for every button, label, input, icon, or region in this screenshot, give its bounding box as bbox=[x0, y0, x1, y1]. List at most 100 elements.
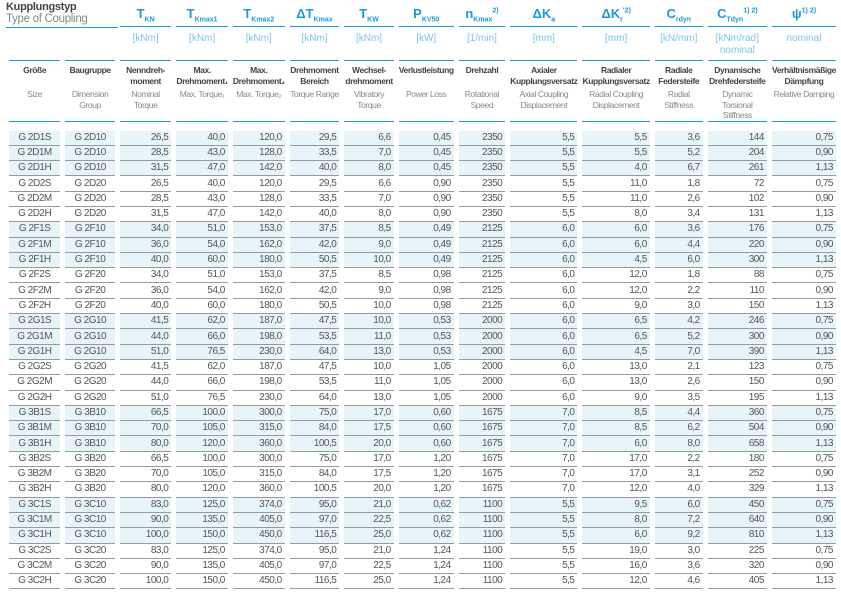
table-cell: 6,0 bbox=[654, 497, 703, 513]
table-cell: 4,0 bbox=[582, 161, 650, 177]
table-cell: 29,5 bbox=[289, 176, 340, 192]
table-cell: 25,0 bbox=[344, 528, 394, 544]
table-cell: G 3B20 bbox=[65, 467, 115, 483]
column-symbol: PKV50 bbox=[398, 0, 454, 27]
symbol: T bbox=[186, 6, 195, 21]
table-row: G 2G1H G 2G10 51,0 76,5 230,0 64,0 13,0 0,53 200… bbox=[9, 344, 836, 360]
table-row: G 2F2H G 2F20 40,0 60,0 180,0 50,5 10,0 0,98 212… bbox=[9, 299, 836, 315]
table-cell: 0,62 bbox=[398, 528, 454, 544]
table-cell: 0,75 bbox=[771, 314, 836, 330]
symbol-subscript: KN bbox=[144, 16, 155, 24]
table-cell: G 2G2H bbox=[9, 391, 61, 406]
table-cell: 0,98 bbox=[398, 283, 454, 299]
table-cell: 7,0 bbox=[344, 192, 394, 207]
table-cell: G 2F10 bbox=[65, 222, 115, 238]
table-cell: 405,0 bbox=[232, 559, 285, 575]
table-cell: G 2F1H bbox=[9, 252, 61, 269]
table-cell: 19,0 bbox=[582, 544, 650, 559]
table-cell: 1100 bbox=[458, 574, 506, 590]
table-cell: 123 bbox=[707, 360, 767, 376]
table-cell: 76,5 bbox=[176, 391, 228, 406]
table-cell: 76,5 bbox=[176, 344, 228, 360]
table-cell: 2125 bbox=[458, 222, 506, 238]
table-cell: 51,0 bbox=[119, 344, 172, 360]
footnote-ref: 1) 2) bbox=[743, 7, 758, 15]
table-cell: 2350 bbox=[458, 161, 506, 177]
column-unit: [kNm] bbox=[119, 27, 172, 61]
coupling-data-table: TKN TKmax1 TKmax2 ΔTKmax TKW PKV50 nKmax2) ΔKa Δ… bbox=[4, 0, 841, 590]
symbol-subscript: Kmax2 bbox=[251, 16, 275, 24]
table-row: G 2G1M G 2G10 44,0 66,0 198,0 53,5 11,0 0,53 200… bbox=[9, 329, 836, 345]
symbol-subscript: rdyn bbox=[675, 16, 692, 24]
table-cell: 66,0 bbox=[176, 375, 228, 391]
table-cell: 20,0 bbox=[344, 436, 394, 452]
table-cell: 374,0 bbox=[232, 544, 285, 559]
table-cell: 142,0 bbox=[232, 161, 285, 177]
table-row: G 2G1S G 2G10 41,5 62,0 187,0 47,5 10,0 0,53 200… bbox=[9, 314, 836, 330]
table-cell: 6,0 bbox=[510, 237, 578, 253]
table-cell: 0,90 bbox=[771, 467, 836, 483]
table-cell: 180,0 bbox=[232, 299, 285, 315]
column-symbol: TKmax2 bbox=[232, 0, 285, 27]
table-cell: 144 bbox=[707, 130, 767, 146]
table-cell: 1,13 bbox=[771, 391, 836, 406]
header-english: Rotational Speed bbox=[464, 89, 500, 110]
table-cell: 28,5 bbox=[119, 145, 172, 162]
table-cell: 6,0 bbox=[654, 252, 703, 269]
column-unit: [kNm] bbox=[289, 27, 340, 61]
table-cell: 2350 bbox=[458, 130, 506, 146]
table-cell: 135,0 bbox=[176, 559, 228, 575]
table-cell: 198,0 bbox=[232, 375, 285, 391]
table-cell: 1675 bbox=[458, 421, 506, 437]
table-cell: 6,6 bbox=[344, 176, 394, 192]
table-cell: 153,0 bbox=[232, 268, 285, 284]
table-cell: G 2G1M bbox=[9, 329, 61, 345]
table-cell: G 2F2M bbox=[9, 283, 61, 299]
table-cell: 6,0 bbox=[510, 360, 578, 376]
table-cell: 60,0 bbox=[176, 252, 228, 269]
header-english: Power Loss bbox=[406, 89, 447, 99]
table-cell: 10,0 bbox=[344, 252, 394, 269]
table-cell: 2350 bbox=[458, 207, 506, 223]
table-cell: G 2D2M bbox=[9, 192, 61, 207]
table-cell: 125,0 bbox=[176, 544, 228, 559]
table-cell: 40,0 bbox=[289, 161, 340, 177]
header-german: Axialer Kupplungsversatz bbox=[510, 65, 578, 86]
column-unit: [mm] bbox=[582, 27, 650, 61]
table-cell: 6,0 bbox=[510, 344, 578, 360]
symbol: T bbox=[136, 6, 145, 21]
table-cell: 4,4 bbox=[654, 405, 703, 422]
table-cell: 83,0 bbox=[119, 497, 172, 513]
table-cell: 95,0 bbox=[289, 497, 340, 513]
table-cell: G 3B10 bbox=[65, 405, 115, 422]
table-cell: G 2D20 bbox=[65, 207, 115, 223]
table-cell: 1,13 bbox=[771, 482, 836, 498]
table-cell: 11,0 bbox=[582, 192, 650, 207]
table-cell: 2,2 bbox=[654, 452, 703, 468]
column-header: Radiale Federsteife Radial Stiffness bbox=[654, 61, 703, 122]
table-cell: 5,5 bbox=[510, 207, 578, 223]
table-cell: 62,0 bbox=[176, 360, 228, 376]
header-english: Axial Coupling Displacement bbox=[519, 89, 569, 110]
symbol: P bbox=[413, 6, 422, 21]
table-cell: 0,90 bbox=[771, 237, 836, 253]
table-cell: 5,5 bbox=[510, 192, 578, 207]
table-cell: 95,0 bbox=[289, 544, 340, 559]
table-cell: 6,0 bbox=[510, 283, 578, 299]
table-cell: 0,90 bbox=[771, 145, 836, 162]
table-cell: 320 bbox=[707, 559, 767, 575]
column-unit: [kNm] bbox=[232, 27, 285, 61]
header-german: Drehzahl bbox=[465, 65, 499, 75]
table-row: G 3C1H G 3C10 100,0 150,0 450,0 116,5 25,0 0,62… bbox=[9, 528, 836, 544]
table-cell: G 3B20 bbox=[65, 482, 115, 498]
table-cell: 0,49 bbox=[398, 222, 454, 238]
table-cell: 198,0 bbox=[232, 329, 285, 345]
table-cell: 97,0 bbox=[289, 559, 340, 575]
table-cell: 1,20 bbox=[398, 467, 454, 483]
symbol: ΔK bbox=[601, 6, 621, 21]
table-cell: 187,0 bbox=[232, 314, 285, 330]
table-cell: 50,5 bbox=[289, 299, 340, 315]
table-row: G 2D2S G 2D20 26,5 40,0 120,0 29,5 6,6 0,90 2350… bbox=[9, 176, 836, 192]
table-cell: 21,0 bbox=[344, 544, 394, 559]
table-cell: 53,5 bbox=[289, 329, 340, 345]
